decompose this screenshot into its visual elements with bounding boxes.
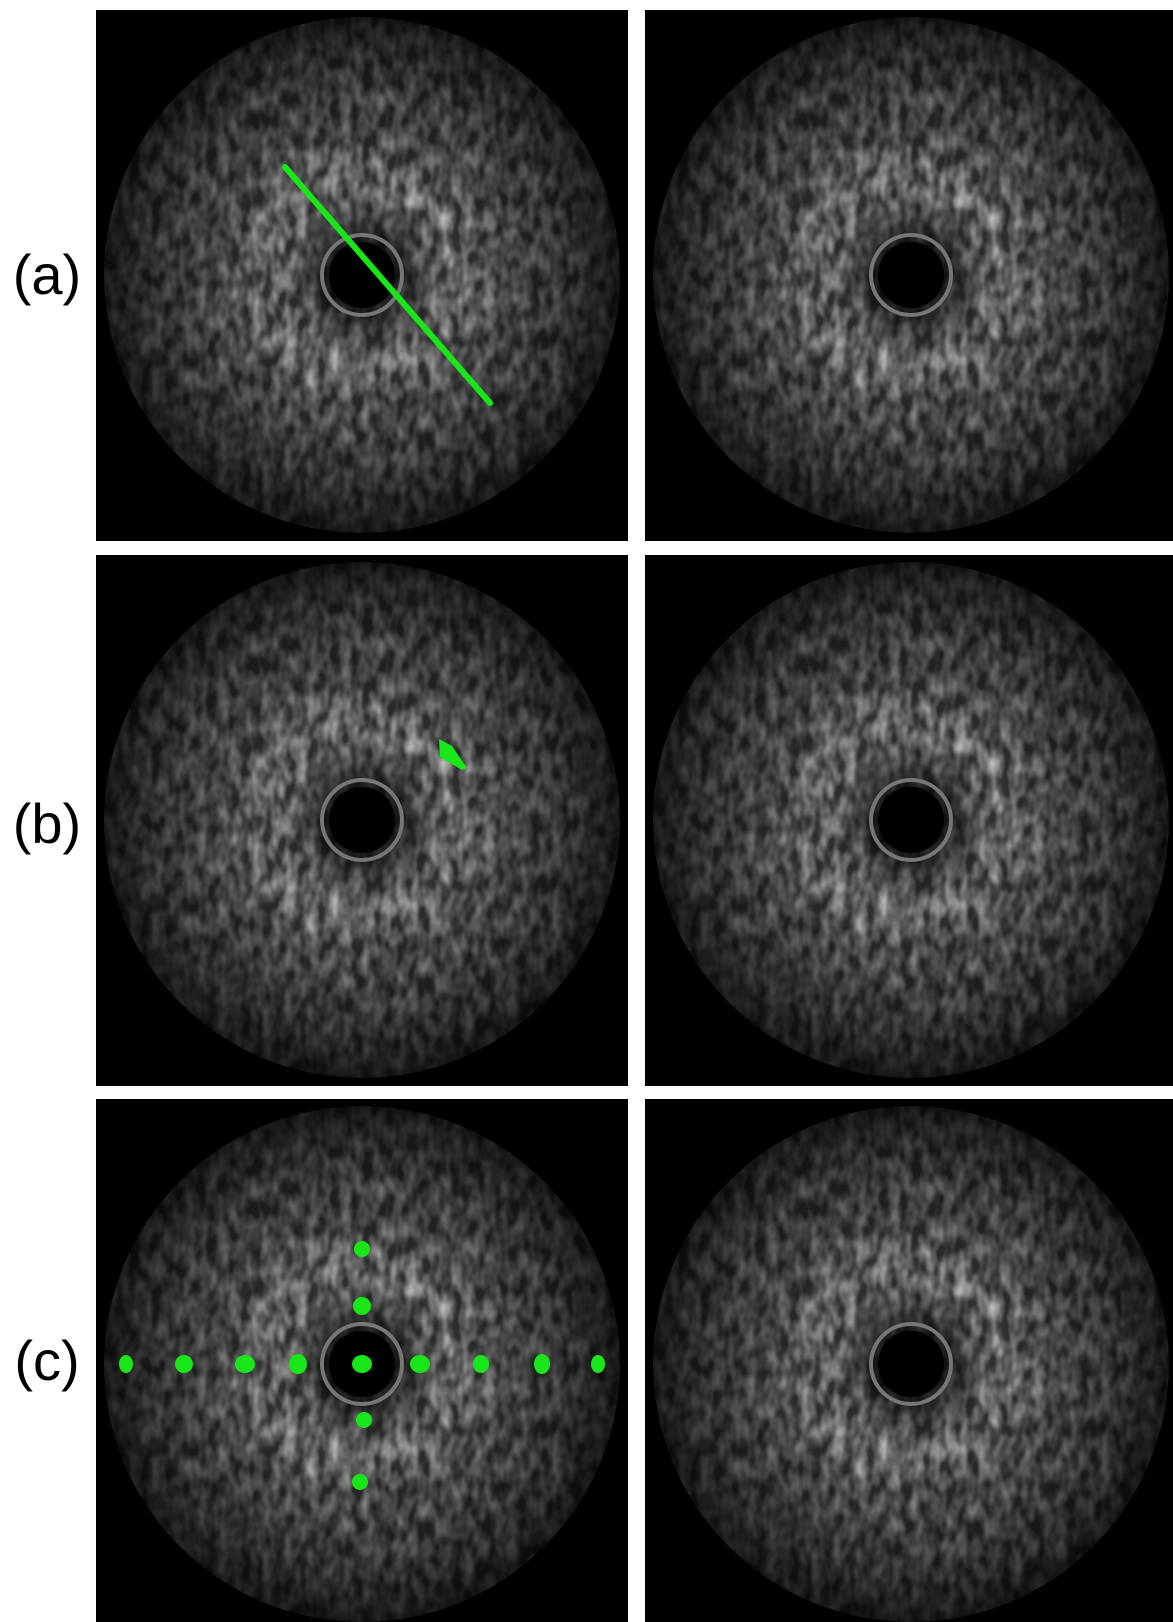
ultrasound-image bbox=[96, 10, 628, 541]
figure: (a) (b) (c) bbox=[0, 0, 1173, 1622]
ultrasound-image bbox=[645, 10, 1173, 541]
row-b: (b) bbox=[13, 555, 1173, 1086]
row-label: (a) bbox=[13, 243, 81, 306]
ultrasound-image bbox=[96, 555, 628, 1086]
row-c: (c) bbox=[14, 1099, 1173, 1622]
ultrasound-image bbox=[645, 1099, 1173, 1622]
row-label: (c) bbox=[14, 1329, 79, 1392]
ultrasound-image bbox=[645, 555, 1173, 1086]
row-label: (b) bbox=[13, 792, 81, 855]
page: (a) (b) (c) (() => { const data = JSON.p… bbox=[0, 0, 1173, 1622]
row-a: (a) bbox=[13, 10, 1173, 541]
